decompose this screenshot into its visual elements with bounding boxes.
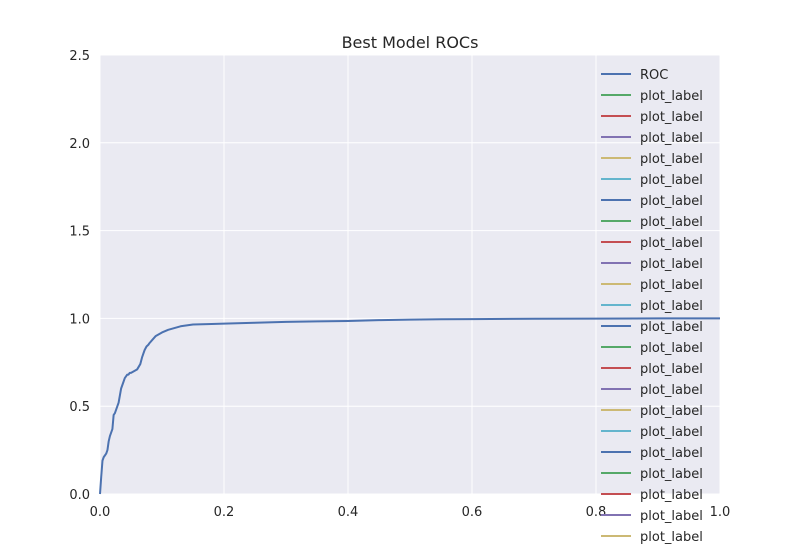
x-tick-label: 0.6 (462, 505, 483, 520)
y-tick-label: 1.0 (69, 312, 90, 327)
legend-label: plot_label (640, 509, 703, 524)
chart-title: Best Model ROCs (342, 33, 479, 52)
legend-label: plot_label (640, 446, 703, 461)
legend-label: plot_label (640, 110, 703, 125)
legend-label: plot_label (640, 173, 703, 188)
legend-label: plot_label (640, 236, 703, 251)
y-tick-label: 2.5 (69, 49, 90, 64)
legend-label: plot_label (640, 299, 703, 314)
legend-label: plot_label (640, 320, 703, 335)
x-tick-label: 0.2 (214, 505, 235, 520)
x-tick-label: 0.4 (338, 505, 359, 520)
y-tick-label: 2.0 (69, 137, 90, 152)
legend-label: plot_label (640, 131, 703, 146)
x-tick-label: 1.0 (710, 505, 731, 520)
legend-label: plot_label (640, 257, 703, 272)
series-line-roc (99, 317, 720, 495)
plot-background (100, 55, 720, 494)
legend-label: ROC (640, 68, 668, 83)
legend-label: plot_label (640, 152, 703, 167)
legend-label: plot_label (640, 194, 703, 209)
legend-label: plot_label (640, 404, 703, 419)
legend-label: plot_label (640, 467, 703, 482)
legend-label: plot_label (640, 383, 703, 398)
legend-label: plot_label (640, 530, 703, 545)
y-tick-label: 1.5 (69, 225, 90, 240)
legend-label: plot_label (640, 488, 703, 503)
legend-label: plot_label (640, 341, 703, 356)
y-tick-label: 0.5 (69, 400, 90, 415)
tick-labels: 0.0 0.2 0.4 0.6 0.8 1.0 0.0 0.5 1.0 1.5 2.0 2.5 (69, 49, 730, 520)
grid-lines (99, 54, 721, 495)
series-layer (99, 317, 720, 495)
x-tick-label: 0.0 (90, 505, 111, 520)
legend-label: plot_label (640, 278, 703, 293)
legend-label: plot_label (640, 425, 703, 440)
legend: ROC plot_label plot_label plot_label plot_la… (601, 68, 703, 545)
y-tick-label: 0.0 (69, 488, 90, 503)
legend-label: plot_label (640, 362, 703, 377)
legend-label: plot_label (640, 215, 703, 230)
x-tick-label: 0.8 (586, 505, 607, 520)
legend-label: plot_label (640, 89, 703, 104)
